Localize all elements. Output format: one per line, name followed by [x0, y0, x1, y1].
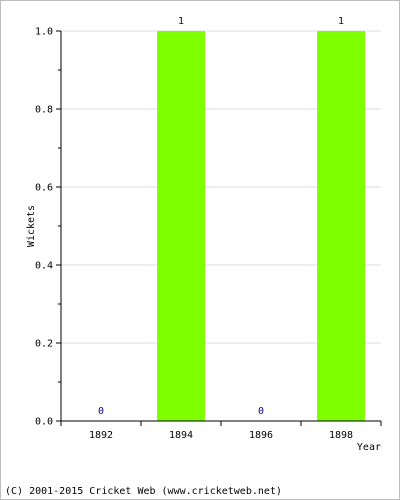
y-tick-label: 0.4 [35, 261, 53, 272]
bar-1894 [157, 31, 205, 421]
y-axis-title: Wickets [26, 205, 37, 247]
y-tick-label: 0.0 [35, 417, 53, 428]
data-label-1894: 1 [178, 16, 184, 27]
y-tick-label: 0.6 [35, 183, 53, 194]
bar-1898 [317, 31, 365, 421]
x-axis-title: Year [357, 442, 381, 453]
bar-chart: 0 1 0 1 0.0 0.2 0.4 0.6 0.8 1.0 1892 1894 1896 1898 Ye… [26, 16, 382, 453]
y-tick-label: 0.8 [35, 105, 53, 116]
data-label-1892: 0 [98, 406, 104, 417]
x-tick-label-1892: 1892 [89, 430, 113, 441]
copyright-footer: (C) 2001-2015 Cricket Web (www.cricketwe… [5, 486, 282, 497]
x-tick-label-1894: 1894 [169, 430, 193, 441]
data-label-1896: 0 [258, 406, 264, 417]
x-tick-label-1896: 1896 [249, 430, 273, 441]
y-tick-label: 0.2 [35, 339, 53, 350]
data-label-1898: 1 [338, 16, 344, 27]
y-tick-label: 1.0 [35, 27, 53, 38]
x-tick-label-1898: 1898 [329, 430, 353, 441]
